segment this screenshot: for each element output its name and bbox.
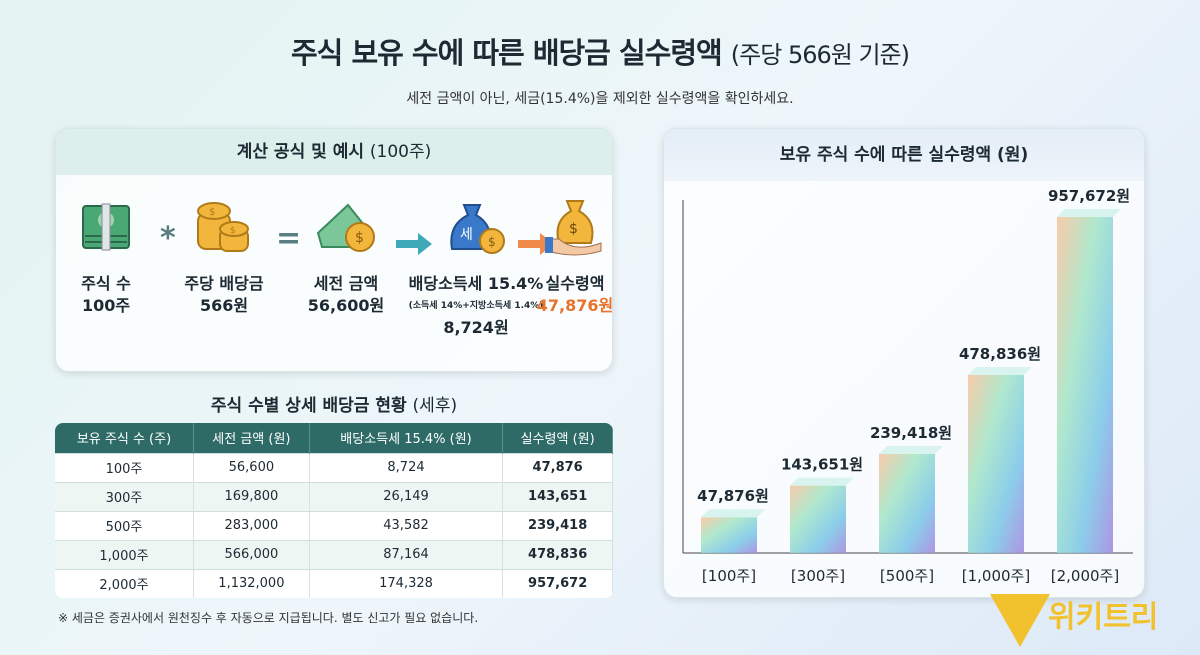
step-value: 56,600원 [307,296,385,315]
table-cell: 239,418 [502,510,613,540]
arrow-right-icon [396,233,432,255]
table-cell: 169,800 [193,481,310,511]
money-bag-hand-icon: $ [545,200,602,256]
bar-top [879,445,943,454]
step-net: $ 실수령액 47,876원 [530,195,613,317]
x-tick-label: [1,000주] [962,567,1030,585]
step-label: 주당 배당금 [184,274,264,293]
step-label: 주식 수 [81,274,131,293]
table-cell: 87,164 [309,539,504,569]
step-value: 8,724원 [443,318,509,337]
svg-text:$: $ [569,221,578,237]
formula-title-suffix: (100주) [369,142,432,162]
svg-text:$: $ [488,235,496,249]
bar [879,453,935,553]
formula-panel: 계산 공식 및 예시 (100주) 주식 수 100주 * $ $ 주당 배당금 56… [55,128,613,372]
table-cell: 174,328 [309,568,504,598]
data-label: 47,876원 [697,487,769,505]
table-cell: 1,132,000 [193,568,310,598]
step-shares: 주식 수 100주 [56,195,166,317]
table-cell: 26,149 [309,481,504,511]
table-cell: 957,672 [502,568,613,598]
table-row: 500주 283,000 43,582 239,418 [55,510,613,540]
svg-text:$: $ [355,230,364,246]
cash-stack-icon [82,203,130,251]
step-value: 566원 [199,296,249,315]
x-tick-label: [500주] [880,567,934,585]
svg-text:$: $ [230,226,236,236]
table-cell: 283,000 [193,510,310,540]
footnote: ※ 세금은 증권사에서 원천징수 후 자동으로 지급됩니다. 별도 신고가 필요… [58,611,479,625]
table-cell: 143,651 [502,481,613,511]
table-title-suffix: (세후) [412,396,458,416]
cash-coin-icon: $ [316,203,375,252]
data-label: 478,836원 [959,345,1041,363]
coin-stack-icon: $$ [197,202,249,252]
formula-header: 계산 공식 및 예시 (100주) [56,129,612,175]
step-label: 실수령액 [545,274,605,293]
bar-top [968,366,1032,375]
step-tax: 세 $ 배당소득세 15.4% (소득세 14%+지방소득세 1.4%) 8,724원 [406,195,546,339]
data-label: 143,651원 [781,456,863,474]
step-label: 배당소득세 15.4% [408,274,544,293]
table-cell: 2,000주 [55,568,195,598]
table-title: 주식 수별 상세 배당금 현황 (세후) [55,391,613,416]
table-cell: 478,836 [502,539,613,569]
table-row: 100주 56,600 8,724 47,876 [55,452,613,482]
column-header: 배당소득세 15.4% (원) [309,423,504,453]
wikitree-logo: 위키트리 [990,594,1158,647]
step-value: 100주 [81,296,131,315]
multiply-operator: * [160,221,176,256]
step-value-net: 47,876원 [536,296,613,315]
bar [1057,216,1113,553]
bar [790,485,846,553]
table-cell: 47,876 [502,452,613,482]
table-title-main: 주식 수별 상세 배당금 현황 [210,396,407,416]
table-cell: 100주 [55,452,195,482]
table-cell: 8,724 [309,452,504,482]
table-cell: 300주 [55,481,195,511]
page-title: 주식 보유 수에 따른 배당금 실수령액 (주당 566원 기준) [0,30,1200,72]
bar [968,374,1024,553]
chart-title: 보유 주식 수에 따른 실수령액 (원) [664,129,1144,181]
bar-chart: 47,876원 [100주] 143,651원 [300주] 239,418원 [500주… [682,187,1133,585]
x-tick-label: [300주] [791,567,845,585]
x-tick-label: [100주] [702,567,756,585]
bar-top [1057,208,1121,217]
bag-text: 세 [460,227,473,243]
step-note: (소득세 14%+지방소득세 1.4%) [408,301,544,311]
data-label: 957,672원 [1048,187,1130,205]
table-row: 1,000주 566,000 87,164 478,836 [55,539,613,569]
bar [701,517,757,553]
data-label: 239,418원 [870,424,952,442]
bar-top [701,509,765,518]
page-subtitle: 세전 금액이 아닌, 세금(15.4%)을 제외한 실수령액을 확인하세요. [406,91,794,107]
svg-text:위키트리: 위키트리 [1048,600,1158,635]
svg-text:$: $ [209,207,215,218]
table-cell: 43,582 [309,510,504,540]
step-label: 세전 금액 [313,274,379,293]
title-main: 주식 보유 수에 따른 배당금 실수령액 [291,36,723,70]
step-dividend: $ $ 주당 배당금 566원 [164,195,284,317]
table-cell: 500주 [55,510,195,540]
step-pretax: $ 세전 금액 56,600원 [286,195,406,317]
formula-title: 계산 공식 및 예시 [236,142,364,162]
table-cell: 566,000 [193,539,310,569]
table-row: 2,000주 1,132,000 174,328 957,672 [55,568,613,598]
bar-top [790,477,854,486]
column-header: 세전 금액 (원) [193,423,310,453]
table-cell: 56,600 [193,452,310,482]
dividend-table: 보유 주식 수 (주) 세전 금액 (원) 배당소득세 15.4% (원) 실수… [55,423,613,598]
x-tick-label: [2,000주] [1051,567,1119,585]
tax-bag-icon: 세 $ [450,204,505,254]
column-header: 보유 주식 수 (주) [55,423,195,453]
column-header: 실수령액 (원) [502,423,613,453]
title-suffix: (주당 566원 기준) [730,41,910,69]
equals-operator: = [276,221,302,256]
table-cell: 1,000주 [55,539,195,569]
table-row: 300주 169,800 26,149 143,651 [55,481,613,511]
